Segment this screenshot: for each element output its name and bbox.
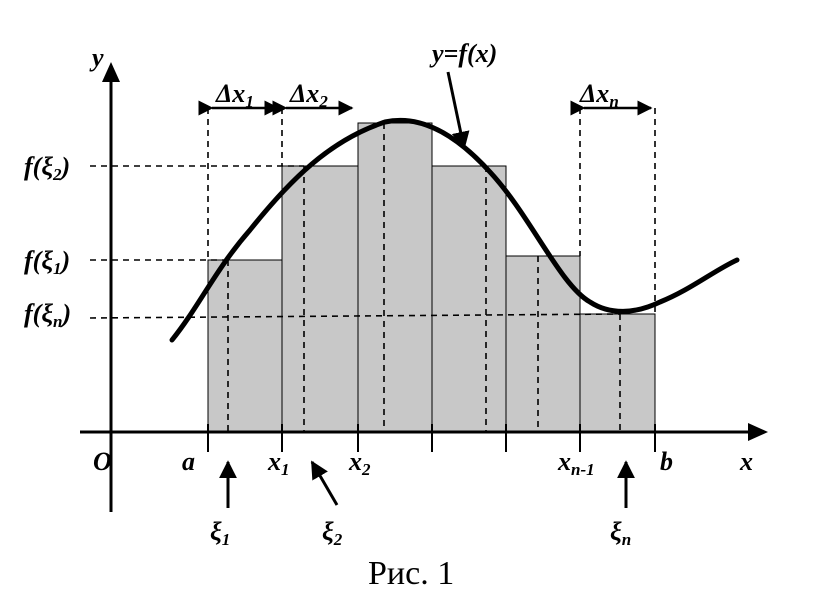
f-xin-label-main: f(ξ <box>24 299 53 328</box>
f-xi2-label-main: f(ξ <box>24 152 53 181</box>
xi2-label-main: ξ <box>322 517 334 546</box>
bar-1 <box>207 259 283 433</box>
xi2-label: ξ2 <box>322 517 343 549</box>
tick-label-x2-main: x <box>348 447 362 476</box>
bar-4 <box>431 165 507 433</box>
tick-label-b: b <box>660 447 673 476</box>
deltan-label: Δxn <box>579 79 619 111</box>
xi2-arrow <box>310 460 339 506</box>
function-label: y=f(x) <box>429 39 497 68</box>
xi1-label: ξ1 <box>210 517 230 549</box>
function-label-arrow <box>446 71 470 150</box>
xi2-label-sub: 2 <box>333 530 343 549</box>
tick-label-x1-main: x <box>267 447 281 476</box>
bar-3 <box>357 122 433 433</box>
axes <box>80 78 752 512</box>
f-xi2-label: f(ξ2) <box>24 152 70 184</box>
f-xi1-label-sub: 1 <box>53 259 62 278</box>
f-xin-label: f(ξn) <box>24 299 71 331</box>
function-curve <box>169 117 740 343</box>
x-ticks <box>207 424 656 452</box>
y-axis-arrow-icon <box>102 62 120 82</box>
bar-6 <box>579 313 656 433</box>
f-xi1-label-main: f(ξ <box>24 246 53 275</box>
deltan-label-sub: n <box>609 92 618 111</box>
tick-label-x1-sub: 1 <box>281 460 290 479</box>
xin-label-main: ξ <box>610 517 622 546</box>
tick-label-a: a <box>182 447 195 476</box>
f-xi2-label-sub: 2 <box>52 165 62 184</box>
bar-2 <box>281 165 359 433</box>
dashed-guides <box>89 108 656 432</box>
delta2-label-sub: 2 <box>318 92 328 111</box>
tick-label-xn1-main: x <box>557 447 571 476</box>
xin-label: ξn <box>610 517 631 549</box>
bar-5 <box>505 255 581 433</box>
xi1-label-main: ξ <box>210 517 222 546</box>
f-xin-label-close: ) <box>60 299 71 328</box>
f-xi1-label: f(ξ1) <box>24 246 70 278</box>
tick-label-xn1-sub: n-1 <box>571 460 595 479</box>
delta2-label-main: Δx <box>289 79 319 108</box>
origin-label: O <box>93 447 112 476</box>
y-axis-label: y <box>89 43 104 72</box>
delta1-label: Δx1 <box>215 79 254 111</box>
tick-label-x1: x1 <box>267 447 290 479</box>
delta1-label-sub: 1 <box>245 92 254 111</box>
figure-caption: Рис. 1 <box>368 555 454 592</box>
delta2-label: Δx2 <box>289 79 328 111</box>
xi-arrows <box>219 460 635 508</box>
x-axis-label: x <box>739 447 753 476</box>
f-xi1-label-close: ) <box>60 246 71 275</box>
tick-label-x2: x2 <box>348 447 371 479</box>
delta1-label-main: Δx <box>215 79 245 108</box>
guide-f-xin <box>89 313 621 319</box>
xin-label-sub: n <box>622 530 631 549</box>
f-xin-label-sub: n <box>53 312 62 331</box>
tick-label-x2-sub: 2 <box>361 460 371 479</box>
riemann-bars <box>207 122 656 433</box>
xi1-label-sub: 1 <box>222 530 231 549</box>
f-xi2-label-close: ) <box>60 152 71 181</box>
x-axis-arrow-icon <box>748 423 768 441</box>
tick-label-xn1: xn-1 <box>557 447 595 479</box>
deltan-label-main: Δx <box>579 79 609 108</box>
